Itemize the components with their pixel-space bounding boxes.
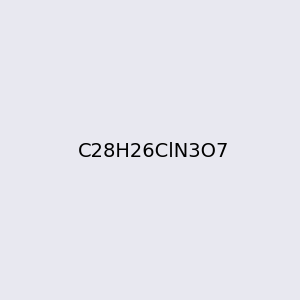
Text: C28H26ClN3O7: C28H26ClN3O7 xyxy=(78,142,230,161)
